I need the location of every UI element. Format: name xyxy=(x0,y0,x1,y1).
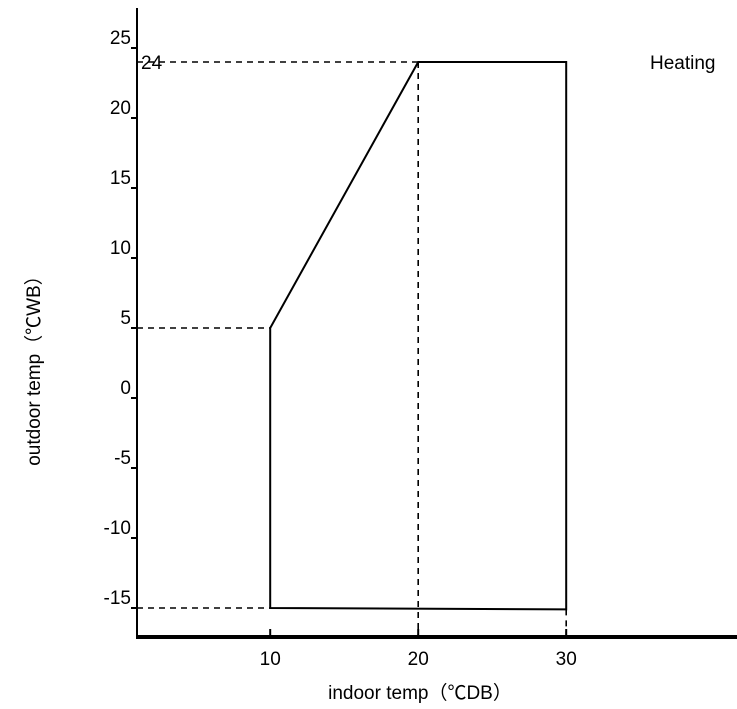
y-tick-label: -5 xyxy=(114,448,131,469)
series-label-heating: Heating xyxy=(650,53,716,74)
annotation-24: 24 xyxy=(141,53,163,74)
x-tick-label: 30 xyxy=(556,649,577,670)
y-tick-label: -10 xyxy=(104,518,131,539)
y-tick-label: 5 xyxy=(120,308,131,329)
y-axis-ticks: 25 20 15 10 5 0 -5 -10 -15 xyxy=(104,28,137,609)
reference-lines xyxy=(137,61,568,637)
axes xyxy=(136,8,737,639)
heating-range-boundary xyxy=(269,61,568,611)
x-tick-label: 20 xyxy=(408,649,429,670)
x-axis-ticks: 10 20 30 xyxy=(260,629,577,670)
y-tick-label: 0 xyxy=(120,378,131,399)
y-tick-label: 25 xyxy=(110,28,131,49)
y-tick-label: 15 xyxy=(110,168,131,189)
y-tick-label: -15 xyxy=(104,588,131,609)
y-axis-title: outdoor temp（℃WB） xyxy=(23,266,45,466)
y-tick-label: 10 xyxy=(110,238,131,259)
y-tick-label: 20 xyxy=(110,98,131,119)
x-tick-label: 10 xyxy=(260,649,281,670)
x-axis-title: indoor temp（℃DB） xyxy=(328,682,512,704)
